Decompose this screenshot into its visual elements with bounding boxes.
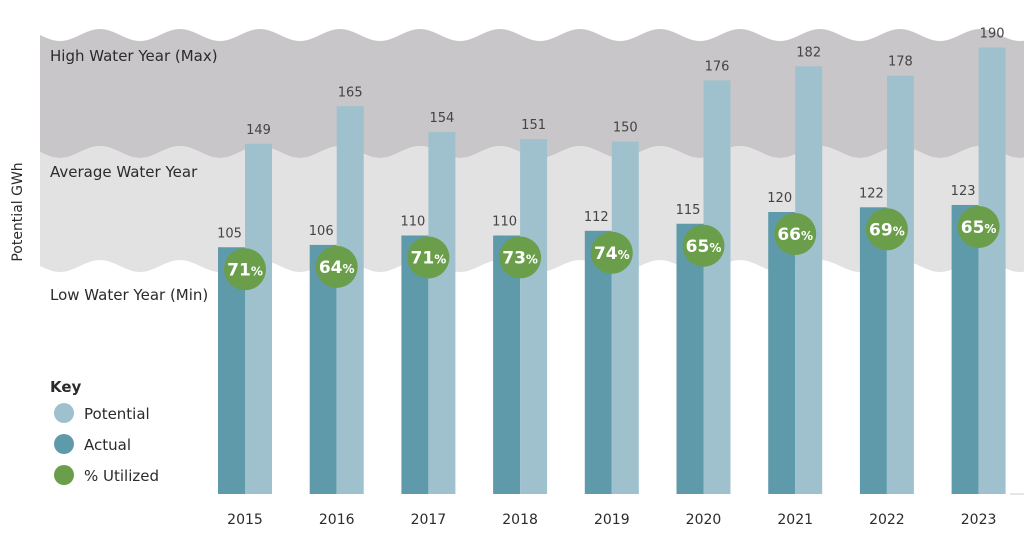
label-actual-2018: 110 [492,215,517,230]
x-axis-ticks: 2015 2016 2017 2018 2019 2020 2021 2022 2023 [227,512,996,528]
utilized-label-2019: 74% [594,244,630,264]
utilized-label-2023: 65% [961,218,997,238]
utilized-badge-2023 [957,205,1000,248]
x-tick-2019: 2019 [594,512,630,528]
bar-potential-2018 [520,139,548,494]
legend-label-potential: Potential [84,405,150,423]
utilized-label-2020: 65% [686,237,722,257]
label-potential-2019: 150 [613,121,638,136]
band-label-high: High Water Year (Max) [50,47,218,65]
utilized-badge-2017 [407,236,450,279]
label-actual-2020: 115 [676,203,701,218]
utilized-badge-2022 [865,208,908,251]
bar-actual-2023 [951,204,979,494]
label-potential-2023: 190 [980,27,1005,42]
bar-actual-2021 [768,212,796,494]
utilized-label-2016: 64% [319,258,355,278]
bar-potential-2020 [703,80,731,495]
label-potential-2015: 149 [246,123,271,138]
bar-potential-2022 [886,75,914,494]
label-actual-2022: 122 [859,186,884,201]
x-tick-2023: 2023 [961,512,997,528]
utilized-label-2018: 73% [502,249,538,269]
legend-swatch-potential [54,403,74,423]
label-actual-2021: 120 [767,191,792,206]
y-axis-label: Potential GWh [10,162,26,261]
x-tick-2018: 2018 [502,512,538,528]
label-potential-2018: 151 [521,118,546,133]
legend-label-utilized: % Utilized [84,467,159,485]
label-potential-2021: 182 [796,45,821,60]
label-actual-2019: 112 [584,210,609,225]
legend-swatch-actual [54,434,74,454]
utilized-label-2015: 71% [227,260,263,280]
utilized-badge-2019 [590,231,633,274]
bar-actual-2020 [676,223,704,494]
bar-potential-2021 [795,66,823,495]
bar-layer: 149 105 71% 165 106 64% 154 110 71% 151 110 73% 150 1… [217,27,1006,495]
bar-potential-2016 [336,106,364,494]
label-potential-2017: 154 [429,111,454,126]
legend-label-actual: Actual [84,436,131,454]
bar-potential-2023 [978,47,1006,494]
band-high-water [40,29,1024,158]
label-potential-2016: 165 [338,85,363,100]
label-potential-2020: 176 [705,59,730,74]
label-actual-2016: 106 [309,224,334,239]
band-label-average: Average Water Year [50,163,198,181]
bar-actual-2017 [401,235,429,494]
bar-potential-2019 [611,141,639,494]
bar-potential-2017 [428,132,456,494]
x-tick-2022: 2022 [869,512,905,528]
utilized-badge-2015 [224,248,266,291]
utilized-badge-2018 [499,236,542,279]
x-tick-2021: 2021 [777,512,813,528]
label-potential-2022: 178 [888,55,913,70]
legend: Key Potential Actual % Utilized [50,378,159,485]
utilized-badge-2021 [774,213,817,255]
legend-swatch-utilized [54,465,74,485]
utilized-label-2017: 71% [411,249,447,269]
bar-actual-2022 [859,207,887,495]
bar-actual-2018 [493,235,521,494]
x-tick-2016: 2016 [319,512,355,528]
legend-title: Key [50,378,82,396]
utilized-label-2022: 69% [869,220,905,240]
x-tick-2015: 2015 [227,512,263,528]
utilized-badge-2016 [315,245,358,288]
band-label-low: Low Water Year (Min) [50,286,208,304]
utilized-label-2021: 66% [777,225,813,245]
label-actual-2017: 110 [400,215,425,230]
label-actual-2015: 105 [217,226,242,241]
utilized-badge-2020 [682,224,725,267]
label-actual-2023: 123 [951,184,976,199]
x-tick-2020: 2020 [686,512,722,528]
x-tick-2017: 2017 [411,512,447,528]
bar-actual-2019 [584,230,612,495]
bar-potential-2015 [245,143,272,494]
